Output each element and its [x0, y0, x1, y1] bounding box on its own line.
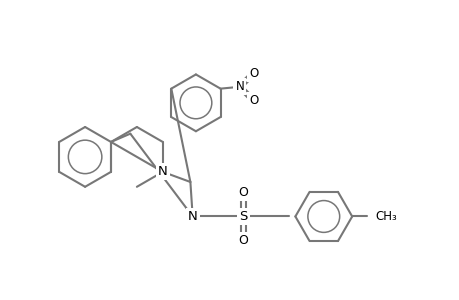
Text: O: O	[238, 234, 248, 247]
Text: O: O	[238, 186, 248, 199]
Text: O: O	[248, 94, 257, 107]
Text: S: S	[239, 210, 247, 223]
Text: N: N	[187, 210, 197, 223]
Text: CH₃: CH₃	[375, 210, 396, 223]
Text: N: N	[157, 165, 167, 178]
Text: O: O	[248, 67, 257, 80]
Text: N: N	[235, 80, 244, 93]
